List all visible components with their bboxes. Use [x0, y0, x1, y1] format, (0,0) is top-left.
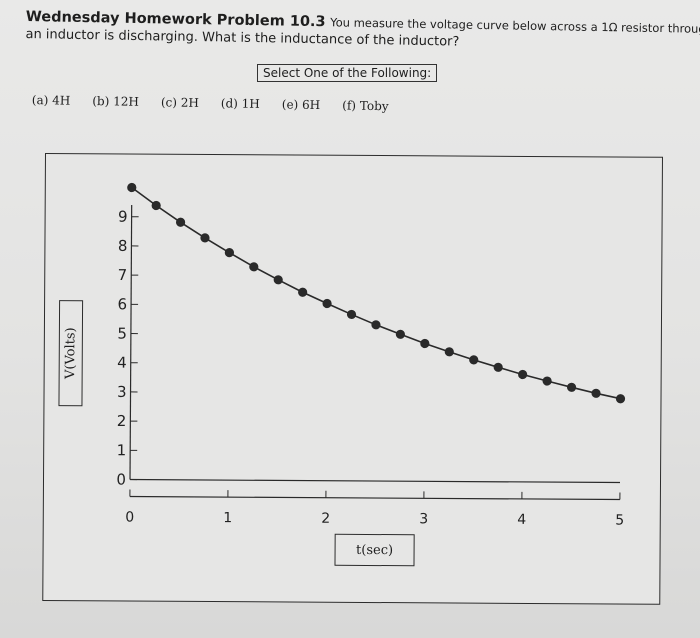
data-point [542, 376, 552, 386]
data-point [371, 320, 381, 330]
data-point [273, 275, 283, 285]
data-point [518, 369, 528, 380]
x-tick-label: 3 [419, 511, 428, 527]
option-b[interactable]: (b) 12H [92, 94, 140, 109]
data-point [346, 309, 357, 320]
y-tick-label: 7 [118, 266, 128, 284]
voltage-decay-chart: 0 1 2 3 4 5 6 7 8 9 0 1 2 3 4 5 [116, 182, 626, 529]
data-point [322, 298, 332, 309]
y-tick-label: 6 [117, 295, 127, 313]
select-prompt-box: Select One of the Following: [257, 64, 438, 82]
x-axis-label-box: t(sec) [334, 533, 415, 567]
y-tick-label: 0 [116, 470, 126, 488]
data-point [493, 362, 503, 372]
zero-line [130, 478, 621, 484]
x-tick-label: 5 [615, 512, 624, 528]
y-axis-line [129, 205, 133, 480]
option-e[interactable]: (e) 6H [281, 97, 321, 113]
answer-options: (a) 4H (b) 12H (c) 2H (d) 1H (e) 6H (f) … [32, 93, 411, 114]
x-tick-label: 4 [517, 512, 526, 528]
y-tick-label: 4 [117, 354, 127, 372]
x-tick-label: 2 [321, 511, 330, 527]
data-point [591, 388, 601, 398]
data-point [566, 382, 577, 392]
data-point [249, 262, 259, 272]
y-tick-label: 2 [117, 412, 127, 430]
data-point [615, 394, 626, 404]
option-c[interactable]: (c) 2H [160, 95, 200, 110]
data-point [395, 329, 405, 339]
data-point [469, 355, 479, 365]
data-point [420, 338, 430, 349]
x-tick-label: 1 [223, 510, 232, 526]
option-a[interactable]: (a) 4H [31, 93, 71, 108]
series-line [131, 186, 621, 400]
y-tick-label: 9 [118, 208, 128, 226]
data-point [444, 347, 454, 357]
data-point [175, 217, 186, 227]
y-tick-label: 3 [117, 383, 127, 401]
y-axis-label-box: V(Volts) [58, 300, 84, 407]
y-tick-label: 1 [117, 441, 127, 459]
option-f[interactable]: (f) Toby [342, 98, 389, 114]
y-tick-label: 8 [118, 237, 128, 255]
problem-header: Wednesday Homework Problem 10.3 You meas… [25, 8, 700, 55]
x-tick-label: 0 [125, 509, 134, 525]
data-point [200, 233, 210, 243]
chart-frame: 0 1 2 3 4 5 6 7 8 9 0 1 2 3 4 5 V(Volts) t(sec) [42, 153, 663, 605]
data-point [224, 248, 234, 258]
y-axis-label: V(Volts) [63, 327, 79, 380]
data-point [151, 200, 161, 211]
y-tick-label: 5 [117, 324, 127, 342]
data-point [298, 287, 308, 297]
x-axis-line [129, 495, 620, 501]
option-d[interactable]: (d) 1H [220, 96, 260, 111]
data-point [127, 182, 137, 193]
